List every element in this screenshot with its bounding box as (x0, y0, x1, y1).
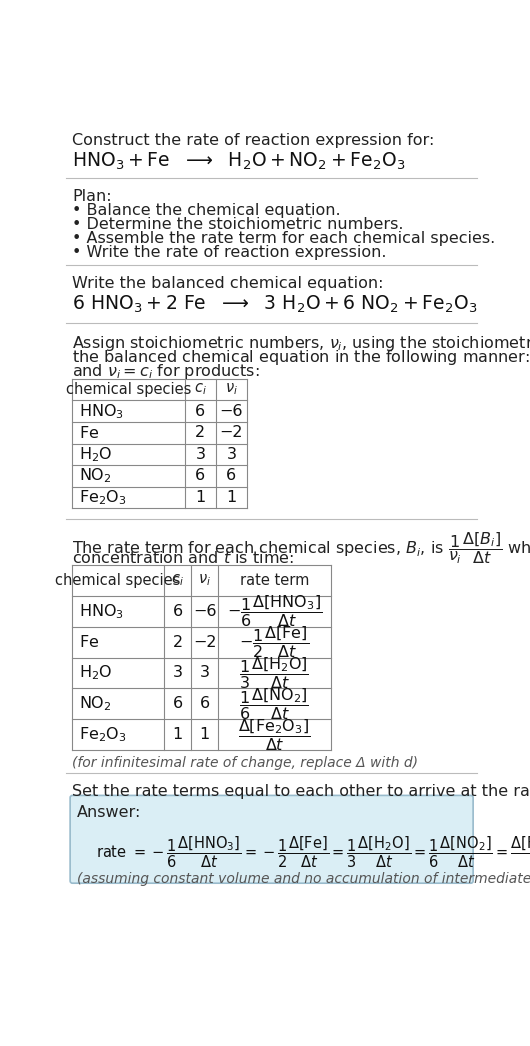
Text: $\mathregular{H_2O}$: $\mathregular{H_2O}$ (78, 663, 112, 682)
Text: The rate term for each chemical species, $B_i$, is $\dfrac{1}{\nu_i}\dfrac{\Delt: The rate term for each chemical species,… (73, 529, 530, 566)
Text: 6: 6 (199, 697, 210, 711)
Text: 6: 6 (172, 604, 182, 619)
Text: −6: −6 (193, 604, 216, 619)
Text: chemical species: chemical species (66, 382, 191, 397)
Text: $-\dfrac{1}{6}\dfrac{\Delta[\mathregular{HNO_3}]}{\Delta t}$: $-\dfrac{1}{6}\dfrac{\Delta[\mathregular… (227, 593, 322, 630)
Text: • Assemble the rate term for each chemical species.: • Assemble the rate term for each chemic… (73, 231, 496, 246)
Text: $\dfrac{\Delta[\mathregular{Fe_2O_3}]}{\Delta t}$: $\dfrac{\Delta[\mathregular{Fe_2O_3}]}{\… (238, 717, 311, 752)
Text: $\mathregular{H_2O}$: $\mathregular{H_2O}$ (78, 445, 112, 463)
Text: 6: 6 (195, 469, 206, 483)
Text: (for infinitesimal rate of change, replace Δ with d): (for infinitesimal rate of change, repla… (73, 756, 419, 770)
Text: $\mathregular{Fe}$: $\mathregular{Fe}$ (78, 425, 99, 440)
Text: $\mathregular{Fe}$: $\mathregular{Fe}$ (78, 634, 99, 651)
Text: (assuming constant volume and no accumulation of intermediates or side products): (assuming constant volume and no accumul… (77, 871, 530, 886)
Text: 3: 3 (226, 447, 236, 462)
Text: $\nu_i$: $\nu_i$ (198, 573, 211, 589)
Text: −6: −6 (219, 404, 243, 418)
Text: Write the balanced chemical equation:: Write the balanced chemical equation: (73, 276, 384, 291)
Text: $\mathregular{Fe_2O_3}$: $\mathregular{Fe_2O_3}$ (78, 725, 126, 744)
Text: −2: −2 (193, 635, 216, 650)
Text: • Write the rate of reaction expression.: • Write the rate of reaction expression. (73, 245, 387, 259)
Text: $\dfrac{1}{6}\dfrac{\Delta[\mathregular{NO_2}]}{\Delta t}$: $\dfrac{1}{6}\dfrac{\Delta[\mathregular{… (240, 686, 310, 722)
Text: $-\dfrac{1}{2}\dfrac{\Delta[\mathregular{Fe}]}{\Delta t}$: $-\dfrac{1}{2}\dfrac{\Delta[\mathregular… (240, 624, 310, 660)
Text: 6: 6 (226, 469, 236, 483)
Text: Construct the rate of reaction expression for:: Construct the rate of reaction expressio… (73, 133, 435, 149)
Text: rate term: rate term (240, 573, 309, 588)
Text: −2: −2 (219, 426, 243, 440)
Text: 3: 3 (200, 665, 209, 681)
Text: Set the rate terms equal to each other to arrive at the rate expression:: Set the rate terms equal to each other t… (73, 783, 530, 799)
Text: and $\nu_i = c_i$ for products:: and $\nu_i = c_i$ for products: (73, 362, 260, 381)
Text: • Determine the stoichiometric numbers.: • Determine the stoichiometric numbers. (73, 218, 404, 232)
Text: $\mathregular{Fe_2O_3}$: $\mathregular{Fe_2O_3}$ (78, 488, 126, 506)
Text: 3: 3 (196, 447, 205, 462)
Text: Assign stoichiometric numbers, $\nu_i$, using the stoichiometric coefficients, $: Assign stoichiometric numbers, $\nu_i$, … (73, 334, 530, 354)
Text: 1: 1 (172, 727, 183, 742)
Text: 6: 6 (195, 404, 206, 418)
Text: Plan:: Plan: (73, 188, 112, 204)
Text: rate $= -\dfrac{1}{6}\dfrac{\Delta[\mathregular{HNO_3}]}{\Delta t} = -\dfrac{1}{: rate $= -\dfrac{1}{6}\dfrac{\Delta[\math… (96, 835, 530, 870)
Text: $\mathregular{HNO_3}$: $\mathregular{HNO_3}$ (78, 402, 123, 420)
Text: $\mathregular{HNO_3}$: $\mathregular{HNO_3}$ (78, 602, 123, 620)
Text: concentration and $t$ is time:: concentration and $t$ is time: (73, 550, 294, 566)
Text: $\mathregular{HNO_3 + Fe\ \ \longrightarrow\ \ H_2O + NO_2 + Fe_2O_3}$: $\mathregular{HNO_3 + Fe\ \ \longrightar… (73, 151, 406, 173)
Text: 1: 1 (199, 727, 210, 742)
Text: $\mathregular{6\ HNO_3 + 2\ Fe\ \ \longrightarrow\ \ 3\ H_2O + 6\ NO_2 + Fe_2O_3: $\mathregular{6\ HNO_3 + 2\ Fe\ \ \longr… (73, 294, 478, 316)
FancyBboxPatch shape (70, 795, 473, 883)
Text: 2: 2 (195, 426, 206, 440)
Text: 1: 1 (226, 490, 236, 505)
Text: $\mathregular{NO_2}$: $\mathregular{NO_2}$ (78, 695, 111, 713)
Text: the balanced chemical equation in the following manner: $\nu_i = -c_i$ for react: the balanced chemical equation in the fo… (73, 348, 530, 367)
Text: 6: 6 (172, 697, 182, 711)
Text: 2: 2 (172, 635, 182, 650)
Text: $c_i$: $c_i$ (171, 573, 184, 589)
Text: $\nu_i$: $\nu_i$ (225, 382, 238, 397)
Text: 1: 1 (195, 490, 206, 505)
Text: chemical species: chemical species (56, 573, 181, 588)
Text: • Balance the chemical equation.: • Balance the chemical equation. (73, 203, 341, 219)
Text: $c_i$: $c_i$ (194, 382, 207, 397)
Text: $\dfrac{1}{3}\dfrac{\Delta[\mathregular{H_2O}]}{\Delta t}$: $\dfrac{1}{3}\dfrac{\Delta[\mathregular{… (240, 655, 310, 691)
Text: Answer:: Answer: (77, 805, 142, 820)
Text: 3: 3 (172, 665, 182, 681)
Text: $\mathregular{NO_2}$: $\mathregular{NO_2}$ (78, 467, 111, 485)
